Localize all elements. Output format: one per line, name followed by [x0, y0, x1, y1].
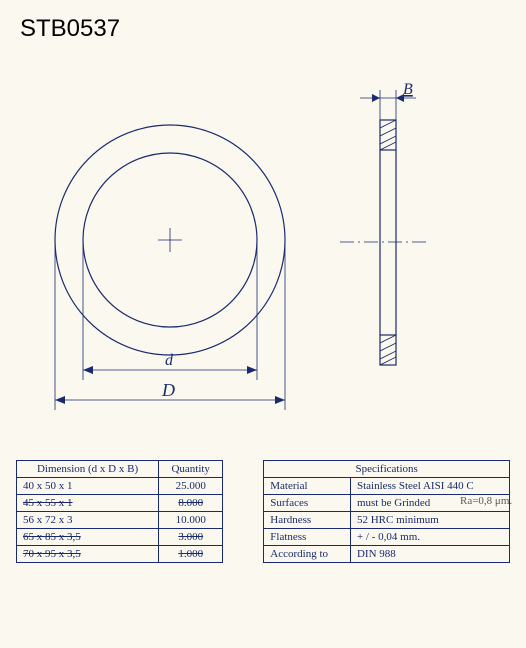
spec-value: DIN 988 [350, 546, 509, 563]
table-row: 45 x 55 x 1 8.000 [17, 495, 223, 512]
dim-cell: 65 x 85 x 3,5 [23, 531, 81, 543]
spec-value: + / - 0,04 mm. [350, 529, 509, 546]
label-D: D [161, 380, 175, 400]
specifications-table: Specifications Material Stainless Steel … [263, 460, 510, 563]
qty-cell: 8.000 [178, 497, 203, 509]
dim-cell: 56 x 72 x 3 [23, 514, 73, 526]
dim-header-qty: Quantity [159, 461, 223, 478]
arrow-D-right [275, 396, 285, 404]
label-d: d [165, 352, 174, 369]
table-row: 65 x 85 x 3,5 3.000 [17, 529, 223, 546]
qty-cell: 1.000 [178, 548, 203, 560]
part-number: STB0537 [20, 15, 120, 43]
dim-cell: 45 x 55 x 1 [23, 497, 73, 509]
dim-header-dim: Dimension (d x D x B) [17, 461, 159, 478]
table-row: Flatness + / - 0,04 mm. [264, 529, 510, 546]
spec-label: Surfaces [264, 495, 351, 512]
table-row: 70 x 95 x 3,5 1.000 [17, 546, 223, 563]
label-B: B [403, 81, 413, 98]
qty-cell: 25.000 [176, 480, 206, 492]
arrow-D-left [55, 396, 65, 404]
dim-cell: 70 x 95 x 3,5 [23, 548, 81, 560]
spec-label: Material [264, 478, 351, 495]
table-row: Material Stainless Steel AISI 440 C [264, 478, 510, 495]
table-row: Hardness 52 HRC minimum [264, 512, 510, 529]
spec-label: According to [264, 546, 351, 563]
table-row: 40 x 50 x 1 25.000 [17, 478, 223, 495]
dim-cell: 40 x 50 x 1 [23, 480, 73, 492]
spec-value: Stainless Steel AISI 440 C [350, 478, 509, 495]
handwritten-note: Ra=0,8 μm. [460, 495, 512, 507]
spec-label: Flatness [264, 529, 351, 546]
spec-label: Hardness [264, 512, 351, 529]
technical-drawing: d D [0, 50, 526, 430]
spec-title: Specifications [264, 461, 510, 478]
arrow-d-left [83, 366, 93, 374]
table-row: 56 x 72 x 3 10.000 [17, 512, 223, 529]
qty-cell: 3.000 [178, 531, 203, 543]
spec-value: 52 HRC minimum [350, 512, 509, 529]
arrow-d-right [247, 366, 257, 374]
arrow-B-left [372, 94, 380, 102]
dimension-table: Dimension (d x D x B) Quantity 40 x 50 x… [16, 460, 223, 563]
table-row: According to DIN 988 [264, 546, 510, 563]
qty-cell: 10.000 [176, 514, 206, 526]
